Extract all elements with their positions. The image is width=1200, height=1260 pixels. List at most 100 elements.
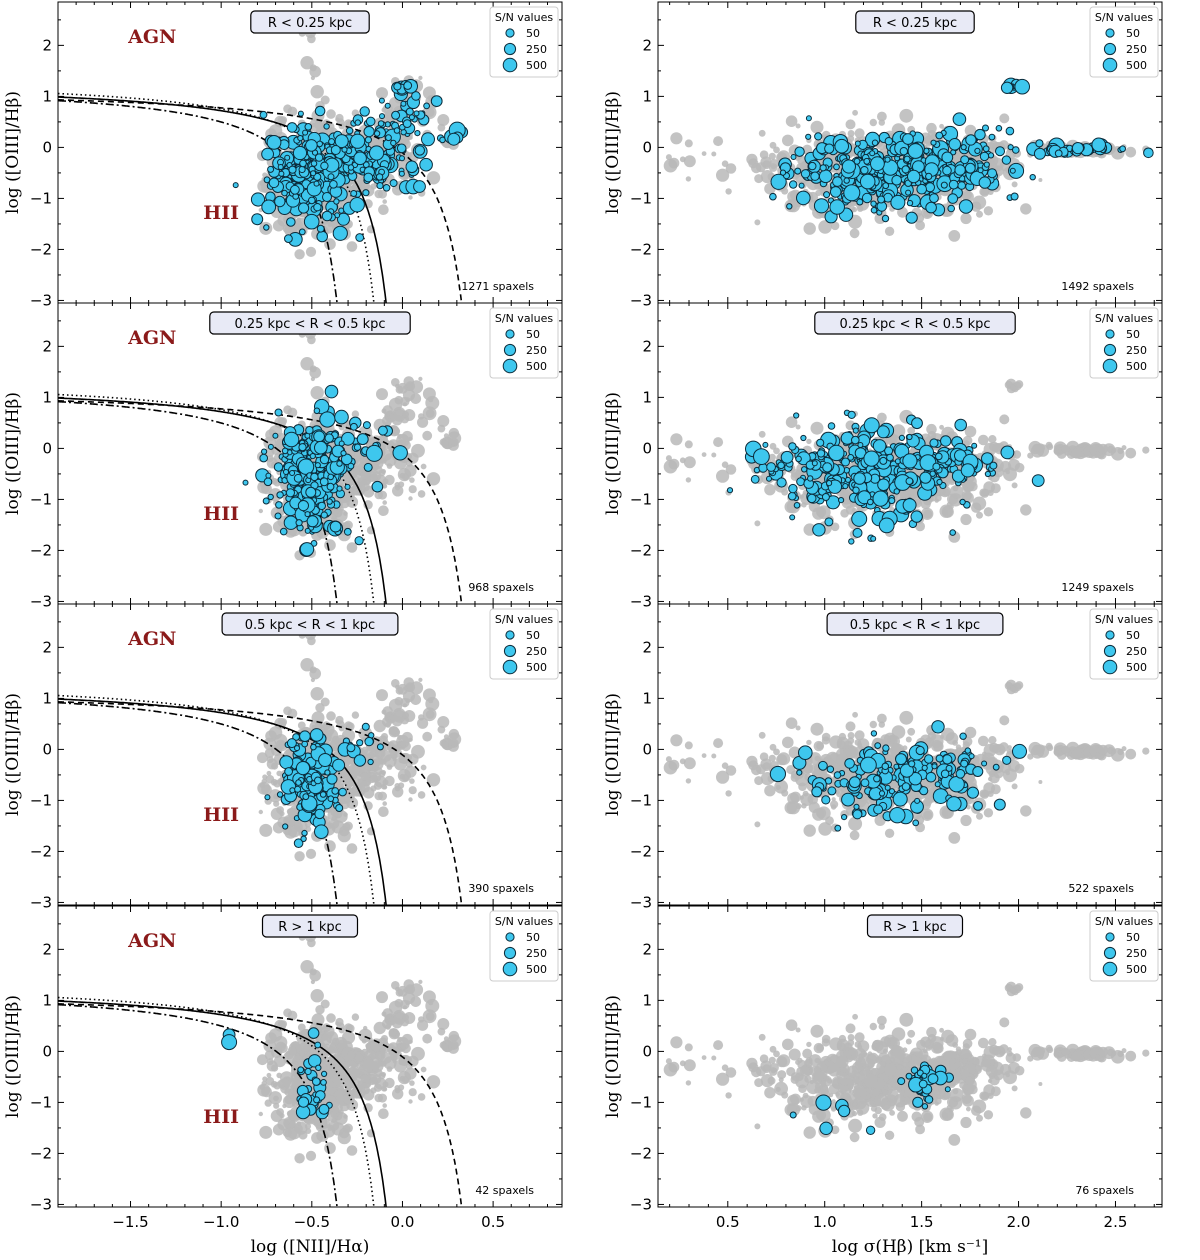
background-point xyxy=(261,778,267,785)
highlight-point xyxy=(316,224,325,233)
highlight-point xyxy=(354,119,361,126)
highlight-point xyxy=(333,198,340,205)
highlight-point xyxy=(298,202,310,214)
highlight-point xyxy=(906,199,914,207)
highlight-point xyxy=(876,425,890,439)
highlight-point xyxy=(329,520,342,533)
highlight-point xyxy=(289,470,296,476)
background-point xyxy=(411,443,425,458)
background-point xyxy=(877,111,887,122)
background-point xyxy=(324,840,336,852)
highlight-point xyxy=(995,146,1005,157)
highlight-point xyxy=(320,511,328,519)
background-point xyxy=(665,154,672,161)
highlight-point xyxy=(842,483,849,490)
background-point xyxy=(408,496,413,501)
highlight-point xyxy=(819,164,827,172)
highlight-point xyxy=(1054,149,1063,158)
background-point xyxy=(964,425,977,438)
highlight-point xyxy=(987,152,995,159)
highlight-point xyxy=(788,442,797,451)
highlight-point xyxy=(329,180,338,189)
highlight-point xyxy=(935,131,944,140)
highlight-point xyxy=(402,119,412,128)
background-point xyxy=(1011,482,1018,489)
highlight-point xyxy=(365,444,383,462)
highlight-point xyxy=(828,444,845,462)
background-point xyxy=(877,412,887,423)
highlight-point xyxy=(878,517,895,534)
highlight-point xyxy=(779,169,787,176)
background-point xyxy=(309,366,322,379)
highlight-point xyxy=(919,471,932,484)
highlight-point xyxy=(793,502,801,509)
region-box-frame xyxy=(855,10,975,34)
highlight-point xyxy=(430,95,443,107)
background-point xyxy=(845,505,856,515)
background-point xyxy=(309,65,322,78)
highlight-point xyxy=(807,475,814,482)
spaxel-count: 1271 spaxels xyxy=(461,280,534,293)
highlight-point xyxy=(305,426,314,435)
background-point xyxy=(854,128,865,139)
highlight-point xyxy=(317,501,326,511)
background-point xyxy=(382,199,388,204)
highlight-point xyxy=(408,114,415,121)
highlight-point xyxy=(960,463,975,478)
highlight-point xyxy=(278,170,285,177)
background-point xyxy=(939,123,944,129)
background-point xyxy=(768,453,776,461)
highlight-point xyxy=(790,154,797,160)
background-point xyxy=(408,485,417,494)
highlight-point xyxy=(340,453,353,466)
highlight-point xyxy=(859,173,876,190)
highlight-point xyxy=(903,155,911,163)
background-point xyxy=(1125,146,1137,158)
background-point xyxy=(268,124,283,138)
highlight-point xyxy=(272,432,279,439)
highlight-point xyxy=(398,170,405,177)
highlight-point xyxy=(948,138,962,151)
plot-area xyxy=(663,77,1154,242)
highlight-point xyxy=(354,536,364,546)
background-point xyxy=(258,508,263,514)
background-point xyxy=(305,246,317,257)
background-point xyxy=(404,464,417,477)
highlight-point xyxy=(800,169,811,179)
highlight-point xyxy=(326,498,333,505)
highlight-point xyxy=(313,430,326,443)
background-point xyxy=(683,155,696,168)
y-tick-label: 1 xyxy=(42,87,52,105)
y-tick-label: 1 xyxy=(642,388,652,406)
highlight-point xyxy=(888,497,896,505)
highlight-point xyxy=(324,384,339,399)
highlight-point xyxy=(854,140,861,147)
y-tick-label: 1 xyxy=(642,87,652,105)
background-point xyxy=(915,521,925,532)
background-point xyxy=(311,711,325,725)
background-point xyxy=(314,120,323,130)
legend-marker xyxy=(1102,358,1118,374)
legend-marker xyxy=(1105,28,1115,38)
background-point xyxy=(259,782,266,789)
background-point xyxy=(324,539,336,551)
highlight-point xyxy=(359,106,370,117)
background-point xyxy=(1003,467,1017,482)
legend-marker xyxy=(503,42,517,56)
background-point xyxy=(403,402,407,407)
highlight-point xyxy=(403,81,413,90)
highlight-point xyxy=(789,514,796,521)
highlight-point xyxy=(766,462,776,472)
background-point xyxy=(391,378,400,387)
highlight-point xyxy=(911,417,923,430)
highlight-point xyxy=(863,157,871,165)
background-point xyxy=(273,779,282,788)
highlight-point xyxy=(957,181,967,190)
highlight-point xyxy=(414,130,421,137)
background-point xyxy=(386,463,393,469)
y-tick-label: −2 xyxy=(30,240,52,258)
background-point xyxy=(272,219,285,232)
